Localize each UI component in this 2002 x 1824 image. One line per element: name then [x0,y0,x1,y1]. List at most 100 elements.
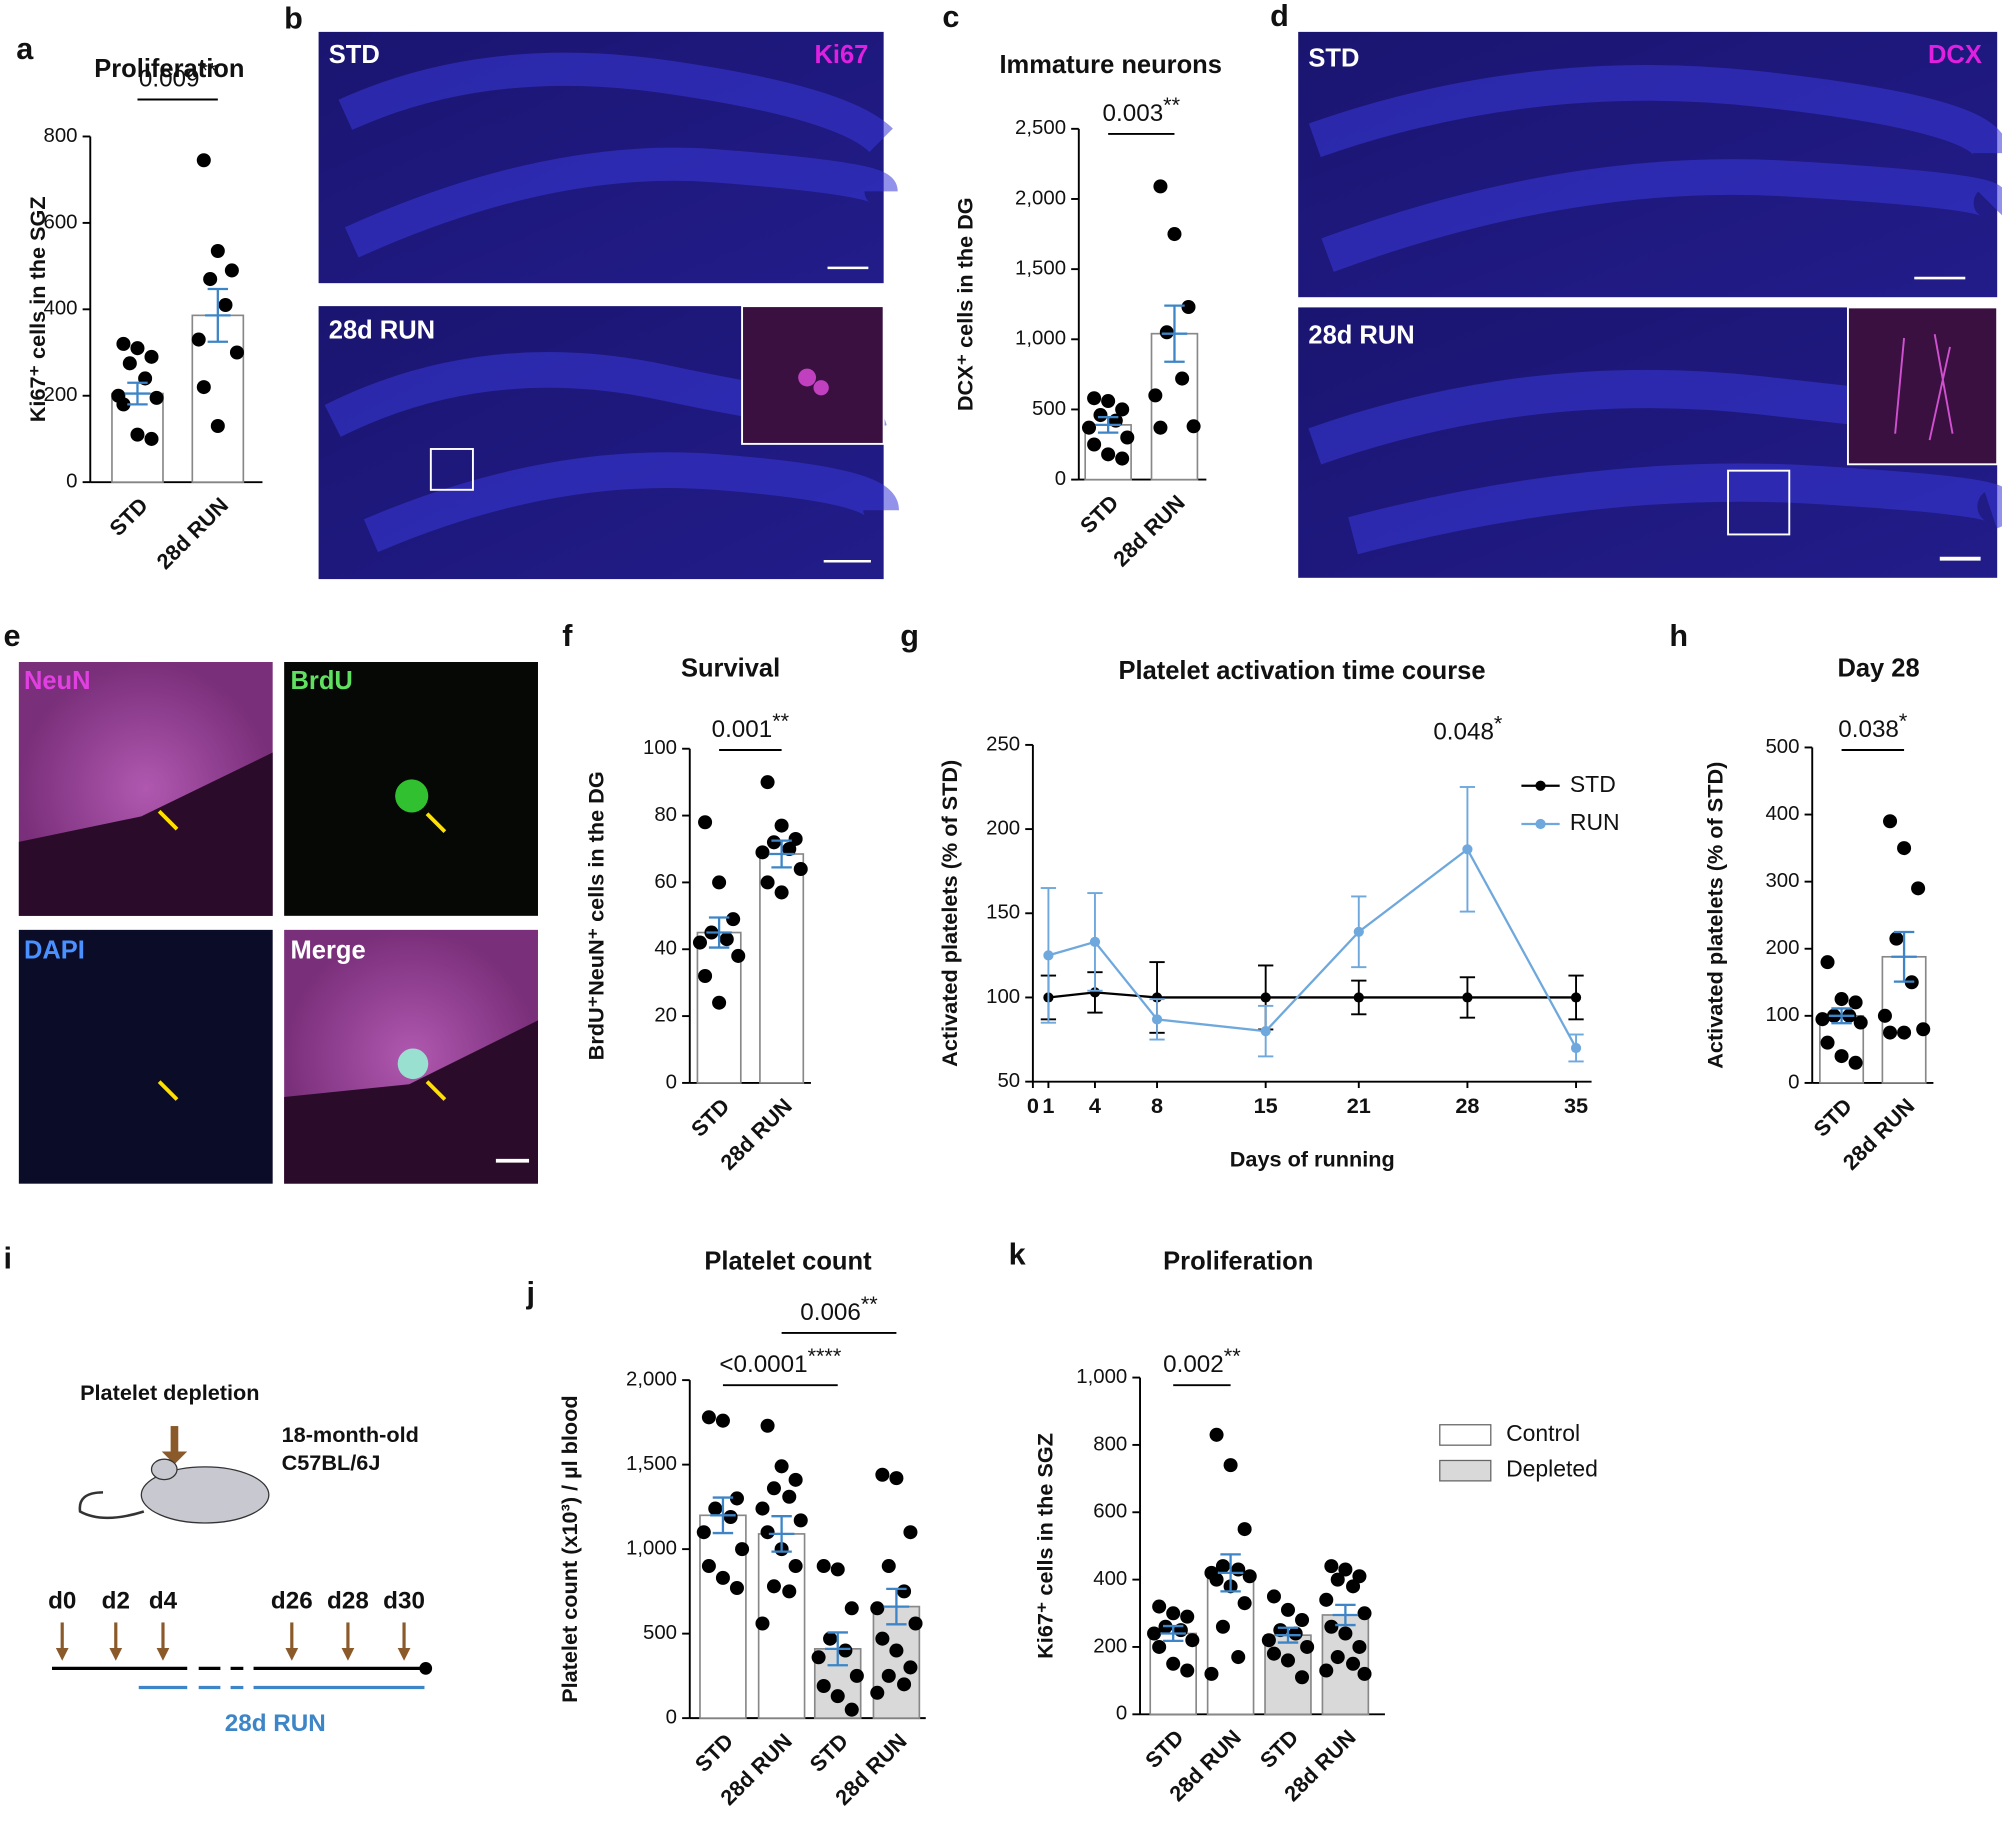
x-tick-label: 1 [1042,1093,1054,1118]
y-tick-label: 250 [986,733,1020,755]
stars: ** [861,1291,878,1316]
granule-layer [338,52,898,258]
y-tick-label: 400 [1093,1568,1127,1590]
tile-label: 28d RUN [329,316,435,344]
legend-swatch [1439,1424,1492,1446]
day-arrowhead [341,1647,355,1661]
x-tick-label: STD [1808,1093,1856,1141]
data-point [196,153,211,168]
data-point [782,841,797,857]
stars: * [1494,710,1503,735]
data-point [1570,1042,1582,1054]
series-line [1048,991,1577,999]
data-point [1330,1650,1345,1665]
cell [798,368,817,387]
data-point [844,1702,859,1717]
data-point [1087,391,1102,406]
day-arrowhead [55,1647,69,1661]
data-point [782,1584,797,1599]
x-tick-label: 0 [1027,1093,1039,1118]
data-point [719,932,734,947]
data-point [793,862,808,877]
y-tick-label: 100 [1765,1004,1799,1026]
data-point [1166,1606,1181,1621]
data-point [1260,1026,1271,1037]
data-point [774,885,789,900]
x-tick-label: STD [805,1728,853,1776]
mouse-ear [150,1458,178,1481]
day-arrowhead [109,1647,123,1661]
legend-label: Depleted [1506,1456,1598,1482]
data-point [755,1616,770,1631]
merge-cell [397,1048,429,1080]
y-tick-label: 1,500 [626,1453,677,1475]
y-tick-label: 2,000 [626,1369,677,1391]
data-point [830,1562,845,1577]
data-point [1834,1049,1849,1064]
day-label: d0 [48,1587,76,1614]
data-point [1115,451,1130,466]
data-point [1324,1619,1339,1634]
data-point [1883,814,1898,829]
data-point [1101,394,1116,409]
data-point [793,1513,808,1528]
data-point [782,1489,797,1504]
stars: * [1899,708,1908,733]
data-point [698,815,713,830]
y-tick-label: 0 [1055,468,1066,490]
data-point [760,875,775,890]
brdu-cell [395,779,429,813]
data-point [774,818,789,833]
y-tick-label: 40 [654,938,677,960]
data-point [755,845,770,860]
x-tick-label: 21 [1347,1093,1371,1118]
chart-title: Platelet activation time course [1118,657,1485,685]
y-tick-label: 500 [1765,736,1799,758]
legend-marker [1535,780,1546,791]
data-point [1353,992,1364,1003]
y-tick-label: 2,500 [1015,117,1066,139]
y-tick-label: 300 [1765,870,1799,892]
data-point [788,1472,803,1487]
data-point [760,1418,775,1433]
micrograph-d: d STD DCX 28d RUN [1270,0,2002,578]
data-point [881,1668,896,1683]
data-point [191,332,206,347]
data-point [1897,1025,1912,1040]
data-point [1911,881,1926,896]
data-point [210,418,225,433]
data-point [1346,1579,1361,1594]
y-tick-label: 200 [43,384,77,406]
y-tick-label: 100 [643,737,677,759]
arrowhead [161,1451,188,1465]
data-point [196,380,211,395]
data-point [1357,1666,1372,1681]
chart-title: Proliferation [94,55,244,83]
y-tick-label: 1,000 [626,1538,677,1560]
p-value: 0.009 [139,66,200,93]
data-point [1266,1589,1281,1604]
data-point [760,775,775,790]
y-tick-label: 400 [43,298,77,320]
x-tick-label: 4 [1089,1093,1101,1118]
data-point [1346,1656,1361,1671]
data-point [1295,1670,1310,1685]
data-point [701,1559,716,1574]
data-point [1242,1569,1257,1584]
data-point [726,912,741,927]
data-point [1209,1572,1224,1587]
data-point [774,1459,789,1474]
data-point [1261,1633,1276,1648]
diagram-i: i Platelet depletion 18-month-old C57BL/… [4,1241,433,1737]
data-point [1877,1008,1892,1023]
data-point [218,297,233,313]
data-point [1280,1653,1296,1668]
stars: **** [808,1343,842,1368]
data-point [830,1689,845,1704]
data-point [1916,1022,1931,1037]
data-point [1853,1015,1868,1030]
legend-marker [1535,818,1546,830]
data-point [1897,841,1912,856]
day-arrowhead [285,1647,299,1661]
end-dot [419,1662,433,1675]
